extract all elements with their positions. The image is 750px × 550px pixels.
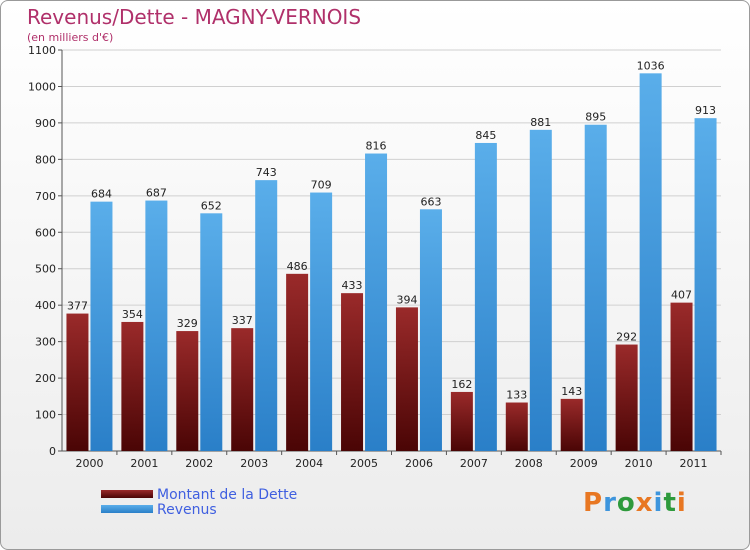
chart-title: Revenus/Dette - MAGNY-VERNOIS bbox=[27, 5, 362, 29]
legend-label-debt: Montant de la Dette bbox=[157, 487, 298, 503]
x-tick-label-2009: 2009 bbox=[570, 457, 598, 470]
data-label-revenue-2011: 913 bbox=[695, 104, 716, 117]
chart-subtitle: (en milliers d'€) bbox=[27, 31, 114, 44]
y-tick-label-1100: 1100 bbox=[28, 44, 56, 57]
data-label-revenue-2006: 663 bbox=[420, 195, 441, 208]
legend-swatch-debt bbox=[101, 490, 153, 498]
data-label-debt-2009: 143 bbox=[561, 385, 582, 398]
data-label-debt-2004: 486 bbox=[287, 260, 308, 273]
data-label-revenue-2004: 709 bbox=[311, 179, 332, 192]
x-tick-label-2010: 2010 bbox=[625, 457, 653, 470]
data-label-revenue-2008: 881 bbox=[530, 116, 551, 129]
data-label-revenue-2003: 743 bbox=[256, 166, 277, 179]
logo-letter: t bbox=[663, 488, 677, 518]
bar-debt-2007 bbox=[450, 391, 473, 451]
data-label-revenue-2002: 652 bbox=[201, 199, 222, 212]
data-label-debt-2003: 337 bbox=[232, 314, 253, 327]
bar-debt-2004 bbox=[286, 273, 309, 451]
logo-letter: P bbox=[583, 488, 604, 518]
x-tick-label-2002: 2002 bbox=[185, 457, 213, 470]
x-tick-label-2006: 2006 bbox=[405, 457, 433, 470]
data-label-revenue-2005: 816 bbox=[366, 140, 387, 153]
logo-letter: o bbox=[616, 488, 636, 518]
y-tick-label-100: 100 bbox=[35, 409, 56, 422]
bar-revenue-2009 bbox=[584, 124, 607, 452]
y-tick-label-200: 200 bbox=[35, 372, 56, 385]
data-label-debt-2011: 407 bbox=[671, 289, 692, 302]
x-tick-label-2008: 2008 bbox=[515, 457, 543, 470]
data-label-debt-2001: 354 bbox=[122, 308, 143, 321]
y-tick-label-1000: 1000 bbox=[28, 80, 56, 93]
legend-swatch-revenue bbox=[101, 505, 153, 513]
y-tick-label-300: 300 bbox=[35, 336, 56, 349]
bar-revenue-2006 bbox=[419, 209, 442, 451]
data-label-debt-2006: 394 bbox=[396, 293, 417, 306]
x-tick-label-2001: 2001 bbox=[130, 457, 158, 470]
data-label-revenue-2007: 845 bbox=[475, 129, 496, 142]
logo-letter: i bbox=[676, 488, 687, 518]
data-label-debt-2010: 292 bbox=[616, 331, 637, 344]
bar-revenue-2010 bbox=[639, 73, 662, 452]
y-tick-label-900: 900 bbox=[35, 117, 56, 130]
bar-revenue-2004 bbox=[310, 192, 333, 451]
bar-debt-2003 bbox=[231, 328, 254, 451]
legend-label-revenue: Revenus bbox=[157, 502, 217, 518]
y-tick-label-800: 800 bbox=[35, 153, 56, 166]
bar-debt-2008 bbox=[505, 402, 528, 451]
y-tick-label-600: 600 bbox=[35, 226, 56, 239]
logo-letter: x bbox=[635, 488, 654, 518]
data-label-revenue-2001: 687 bbox=[146, 187, 167, 200]
bar-revenue-2011 bbox=[694, 118, 717, 452]
x-tick-label-2000: 2000 bbox=[75, 457, 103, 470]
bar-revenue-2008 bbox=[529, 129, 552, 451]
data-label-debt-2007: 162 bbox=[451, 378, 472, 391]
y-tick-label-700: 700 bbox=[35, 190, 56, 203]
x-tick-label-2007: 2007 bbox=[460, 457, 488, 470]
bar-revenue-2003 bbox=[255, 180, 278, 451]
bar-revenue-2000 bbox=[90, 201, 113, 451]
y-tick-label-500: 500 bbox=[35, 263, 56, 276]
data-label-revenue-2010: 1036 bbox=[637, 59, 665, 72]
bar-revenue-2007 bbox=[474, 142, 497, 451]
bar-debt-2011 bbox=[670, 302, 693, 451]
x-tick-label-2004: 2004 bbox=[295, 457, 323, 470]
bar-debt-2005 bbox=[341, 293, 364, 451]
bar-debt-2009 bbox=[560, 398, 583, 451]
bar-debt-2000 bbox=[66, 313, 89, 451]
bar-revenue-2005 bbox=[365, 153, 388, 451]
bar-debt-2002 bbox=[176, 331, 199, 451]
bar-revenue-2001 bbox=[145, 200, 168, 451]
y-tick-label-400: 400 bbox=[35, 299, 56, 312]
data-label-revenue-2009: 895 bbox=[585, 111, 606, 124]
x-tick-label-2003: 2003 bbox=[240, 457, 268, 470]
bar-debt-2010 bbox=[615, 344, 638, 451]
x-tick-label-2005: 2005 bbox=[350, 457, 378, 470]
data-label-debt-2008: 133 bbox=[506, 389, 527, 402]
bar-debt-2006 bbox=[395, 307, 418, 451]
logo-letter: r bbox=[603, 488, 617, 518]
y-tick-label-0: 0 bbox=[49, 445, 56, 458]
bar-debt-2001 bbox=[121, 321, 144, 451]
data-label-revenue-2000: 684 bbox=[91, 188, 112, 201]
logo-letter: i bbox=[653, 488, 664, 518]
proxiti-logo: Proxiti bbox=[583, 488, 687, 518]
x-tick-label-2011: 2011 bbox=[680, 457, 708, 470]
data-label-debt-2000: 377 bbox=[67, 300, 88, 313]
data-label-debt-2005: 433 bbox=[342, 279, 363, 292]
bar-revenue-2002 bbox=[200, 213, 223, 451]
data-label-debt-2002: 329 bbox=[177, 317, 198, 330]
